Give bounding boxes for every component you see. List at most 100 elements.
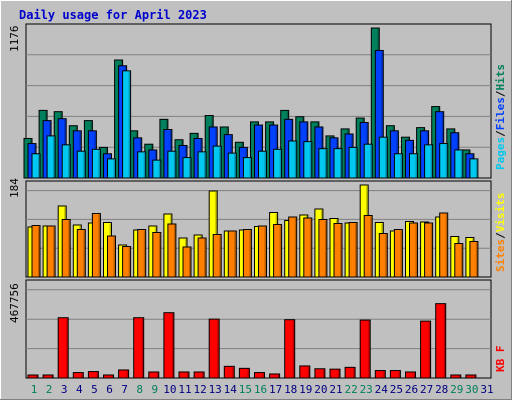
bar-shade (113, 159, 115, 178)
bar-shade (355, 223, 357, 277)
bar-sites-day-28 (439, 212, 449, 278)
x-tick-label: 3 (61, 383, 68, 396)
legend-hits: Hits (494, 64, 507, 91)
bar-kb-f-day-18 (284, 319, 296, 379)
bar-shade (381, 51, 383, 179)
bar-shade (247, 369, 249, 378)
svg-text:Sites/Visits: Sites/Visits (494, 193, 507, 273)
bar-kb-f-day-12 (193, 371, 205, 379)
bar-shade (430, 145, 433, 178)
bar-pages-day-23 (363, 143, 373, 179)
bar-shade (309, 219, 312, 277)
legend-pages: Pages (494, 137, 507, 170)
bar-shade (292, 320, 295, 378)
bar-kb-f-day-25 (389, 370, 401, 379)
bar-shade (128, 71, 131, 178)
x-tick-label: 9 (151, 383, 158, 396)
bar-pages-day-19 (303, 141, 313, 179)
bar-pages-day-3 (61, 144, 71, 179)
bar-shade (249, 230, 251, 277)
bar-shade (98, 150, 100, 178)
bar-shade (443, 304, 446, 378)
bar-shade (113, 237, 115, 277)
bar-sites-day-24 (378, 233, 388, 278)
bar-shade (385, 138, 387, 178)
bar-shade (294, 218, 297, 277)
bar-shade (473, 375, 476, 378)
bar-shade (219, 235, 221, 277)
bar-kb-f-day-21 (329, 368, 341, 379)
x-tick-label: 8 (136, 383, 143, 396)
bar-pages-day-13 (212, 145, 222, 179)
legend-sites: Sites (494, 239, 507, 272)
bar-shade (475, 242, 478, 277)
x-tick-label: 7 (121, 383, 128, 396)
bar-shade (340, 149, 342, 178)
bar-kb-f-day-11 (178, 371, 190, 379)
ymax-label-kbytes: 467756 (8, 283, 21, 323)
bar-kb-f-day-20 (314, 368, 326, 379)
legend-visits: Visits (494, 193, 507, 233)
bar-shade (234, 232, 236, 277)
legend-kbf: KB F (494, 346, 507, 373)
bar-shade (53, 136, 55, 178)
chart-title: Daily usage for April 2023 (19, 8, 207, 22)
bar-kb-f-day-17 (269, 373, 281, 379)
bar-shade (475, 159, 478, 178)
legend-files: Files (494, 97, 507, 130)
bar-shade (460, 244, 463, 277)
bar-shade (51, 375, 53, 378)
bar-shade (126, 370, 129, 378)
bar-shade (158, 233, 161, 277)
bar-sites-day-5 (91, 213, 101, 278)
bar-kb-f-day-3 (57, 317, 69, 379)
bar-sites-day-18 (288, 216, 298, 278)
bar-kb-f-day-15 (238, 367, 250, 379)
x-tick-label: 5 (91, 383, 98, 396)
bar-shade (187, 372, 189, 378)
x-tick-label: 13 (209, 383, 222, 396)
bar-pages-day-11 (182, 157, 192, 179)
bar-shade (338, 370, 340, 378)
bar-shade (353, 368, 355, 378)
x-tick-label: 31 (480, 383, 493, 396)
x-tick-label: 12 (193, 383, 206, 396)
bar-shade (294, 142, 297, 178)
bar-shade (428, 322, 431, 378)
x-tick-label: 17 (269, 383, 282, 396)
bar-shade (202, 372, 204, 378)
bar-kb-f-day-22 (344, 366, 356, 379)
bar-kb-f-day-5 (87, 371, 99, 379)
bar-shade (219, 147, 221, 178)
bar-shade (324, 149, 327, 178)
bar-shade (249, 158, 251, 178)
x-tick-label: 27 (420, 383, 433, 396)
bar-sites-day-15 (242, 229, 252, 278)
bar-pages-day-27 (424, 144, 434, 179)
legend-kbytes: KB F (494, 346, 507, 373)
bar-shade (66, 318, 68, 378)
bar-shade (322, 369, 325, 378)
x-tick-label: 21 (329, 383, 342, 396)
bar-shade (173, 225, 176, 277)
bar-kb-f-day-29 (450, 374, 462, 379)
bar-sites-day-25 (393, 229, 403, 278)
bar-kb-f-day-13 (208, 318, 220, 379)
bar-shade (232, 367, 234, 378)
x-tick-label: 25 (390, 383, 403, 396)
bar-kb-f-day-4 (72, 372, 84, 379)
bar-sites-day-13 (212, 234, 222, 278)
bar-kb-f-day-27 (420, 320, 432, 379)
bar-sites-day-26 (409, 222, 418, 278)
bar-pages-day-24 (378, 136, 388, 179)
x-tick-label: 14 (224, 383, 238, 396)
bar-sites-day-23 (363, 215, 373, 278)
bar-shade (204, 239, 206, 277)
bar-shade (234, 154, 236, 178)
bar-shade (68, 145, 70, 178)
bar-pages-day-2 (46, 135, 56, 179)
bar-pages-day-22 (348, 146, 358, 179)
bar-shade (400, 230, 402, 277)
bar-shade (53, 227, 55, 277)
bar-shade (173, 152, 176, 178)
